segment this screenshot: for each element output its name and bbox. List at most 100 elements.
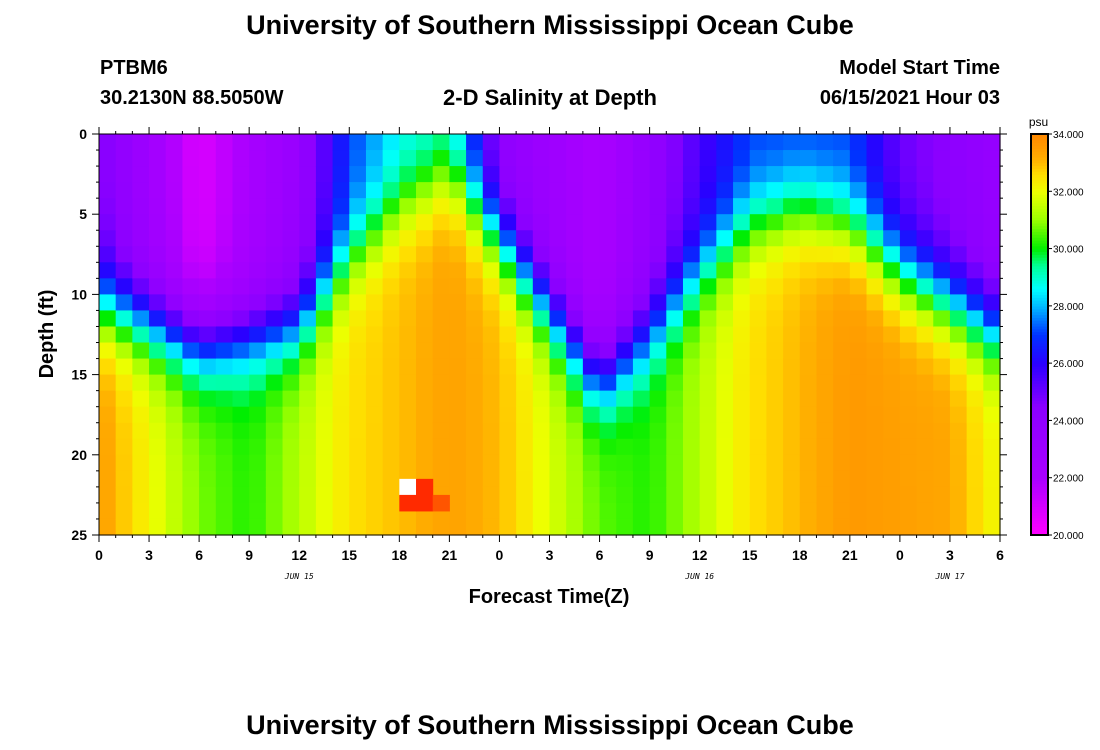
heatmap-cell [432, 390, 450, 408]
heatmap-cell [983, 326, 1001, 344]
heatmap-cell [249, 406, 267, 424]
heatmap-cell [699, 230, 717, 247]
heatmap-cell [466, 358, 484, 376]
heatmap-cell [666, 374, 684, 392]
heatmap-cell [349, 230, 367, 247]
heatmap-cell [532, 486, 551, 504]
heatmap-cell [416, 166, 434, 183]
heatmap-cell [883, 150, 901, 167]
heatmap-cell [149, 342, 167, 360]
colorbar-segment [1031, 168, 1048, 172]
heatmap-cell [749, 422, 768, 440]
heatmap-cell [799, 214, 818, 231]
heatmap-cell [99, 486, 117, 504]
heatmap-cell [966, 278, 984, 295]
heatmap-cell [532, 406, 551, 424]
heatmap-cell [783, 214, 801, 231]
colorbar-segment [1031, 437, 1048, 442]
heatmap-cell [549, 182, 567, 199]
heatmap-cell [833, 310, 851, 328]
heatmap-cell [733, 422, 751, 440]
colorbar-segment [1031, 388, 1048, 393]
heatmap-cell [783, 518, 801, 536]
colorbar-segment [1031, 222, 1048, 227]
heatmap-cell [916, 262, 934, 279]
heatmap-cell [783, 454, 801, 472]
heatmap-cell [833, 134, 851, 151]
heatmap-cell [499, 262, 517, 279]
heatmap-cell [265, 278, 284, 295]
heatmap-cell [566, 310, 584, 328]
heatmap-cell [899, 406, 918, 424]
colorbar-segment [1031, 179, 1048, 184]
heatmap-cell [682, 230, 701, 247]
heatmap-cell [566, 406, 584, 424]
heatmap-cell [482, 438, 501, 456]
heatmap-cell [916, 326, 934, 344]
heatmap-cell [416, 214, 434, 231]
heatmap-cell [549, 358, 567, 376]
heatmap-cell [799, 294, 818, 312]
heatmap-cell [532, 246, 551, 263]
heatmap-cell [983, 422, 1001, 440]
heatmap-cell [499, 358, 517, 376]
heatmap-cell [182, 166, 200, 183]
heatmap-cell [716, 390, 734, 408]
station-coordinates: 30.2130N 88.5050W [100, 87, 284, 109]
heatmap-cell [299, 390, 317, 408]
heatmap-cell [933, 518, 951, 536]
heatmap-cell [215, 454, 234, 472]
heatmap-cell [682, 166, 701, 183]
heatmap-cell [699, 518, 717, 536]
heatmap-cell [315, 502, 334, 520]
heatmap-cell [699, 246, 717, 263]
heatmap-cell [399, 150, 417, 167]
heatmap-cell [282, 214, 300, 231]
heatmap-cell [115, 262, 133, 279]
x-tick-label: 3 [546, 547, 554, 563]
heatmap-cell [816, 438, 834, 456]
heatmap-cell [249, 262, 267, 279]
heatmap-cell [749, 358, 768, 376]
heatmap-cell [482, 326, 501, 344]
heatmap-cell [766, 230, 784, 247]
heatmap-cell [599, 166, 617, 183]
heatmap-cell [416, 342, 434, 360]
heatmap-cell [499, 438, 517, 456]
heatmap-cell [866, 246, 884, 263]
heatmap-cell [833, 406, 851, 424]
heatmap-cell [115, 326, 133, 344]
heatmap-cell [682, 422, 701, 440]
heatmap-cell [816, 406, 834, 424]
colorbar-segment [1031, 414, 1048, 419]
heatmap-cell [315, 422, 334, 440]
heatmap-cell [165, 358, 184, 376]
heatmap-cell [566, 262, 584, 279]
heatmap-cell [749, 470, 768, 488]
heatmap-cell [299, 230, 317, 247]
heatmap-cell [749, 502, 768, 520]
heatmap-cell [716, 406, 734, 424]
heatmap-cell [449, 438, 467, 456]
colorbar-segment [1031, 239, 1048, 244]
heatmap-cell [799, 166, 818, 183]
heatmap-cell [532, 310, 551, 328]
heatmap-cell [916, 198, 934, 215]
heatmap-cell [432, 310, 450, 328]
heatmap-cell [849, 470, 868, 488]
heatmap-cell [933, 438, 951, 456]
heatmap-cell [666, 358, 684, 376]
heatmap-cell [599, 310, 617, 328]
heatmap-cell [716, 358, 734, 376]
heatmap-cell [933, 486, 951, 504]
heatmap-cell [866, 502, 884, 520]
heatmap-cell [599, 454, 617, 472]
colorbar-segment [1031, 277, 1048, 281]
heatmap-cell [349, 342, 367, 360]
colorbar-segment [1031, 328, 1048, 333]
heatmap-cell [582, 198, 601, 215]
heatmap-cell [966, 246, 984, 263]
heatmap-cell [165, 230, 184, 247]
heatmap-cell [949, 454, 968, 472]
colorbar-segment [1031, 300, 1048, 304]
